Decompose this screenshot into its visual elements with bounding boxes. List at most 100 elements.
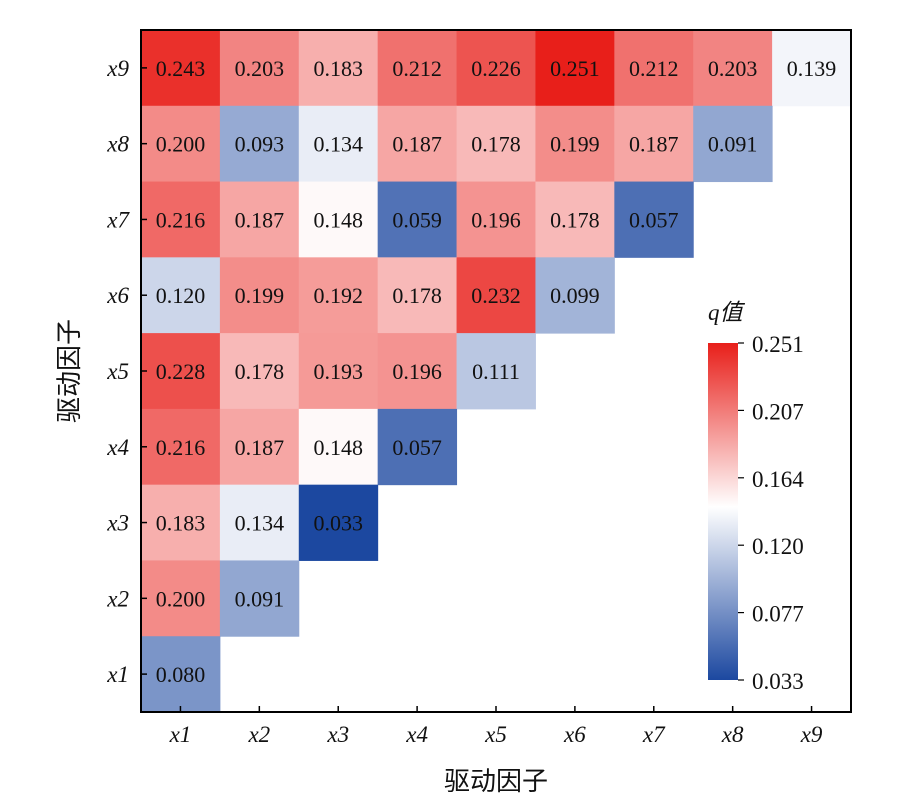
heatmap-cell-x4-x4 — [377, 408, 458, 486]
cell-value-label: 0.059 — [392, 207, 442, 232]
y-tick-label: x9 — [106, 56, 129, 81]
cell-value-label: 0.099 — [550, 283, 600, 308]
heatmap-cell-x7-x5 — [456, 181, 536, 258]
x-tick-label: x7 — [642, 722, 666, 747]
x-axis-title: 驱动因子 — [444, 767, 548, 796]
y-axis-title: 驱动因子 — [55, 319, 84, 423]
heatmap-cell-x1-x1 — [141, 636, 221, 713]
y-tick-label: x6 — [106, 283, 129, 308]
heatmap-cell-x6-x2 — [219, 257, 300, 334]
colorbar-tick-label: 0.251 — [752, 332, 804, 357]
cell-value-label: 0.139 — [787, 56, 837, 81]
heatmap-cell-x6-x4 — [377, 257, 458, 334]
x-tick-label: x9 — [800, 722, 823, 747]
x-tick-label: x1 — [169, 722, 192, 747]
cell-value-label: 0.187 — [235, 207, 285, 232]
heatmap-cell-x9-x1 — [141, 30, 221, 107]
cell-value-label: 0.193 — [313, 359, 363, 384]
cell-value-label: 0.192 — [313, 283, 363, 308]
heatmap-cell-x9-x4 — [377, 30, 458, 107]
x-tick-label: x6 — [563, 722, 586, 747]
cell-value-label: 0.187 — [392, 132, 442, 157]
x-tick-label: x4 — [405, 722, 428, 747]
heatmap-cell-x7-x3 — [298, 181, 379, 258]
heatmap-cell-x7-x1 — [141, 181, 221, 258]
heatmap-cell-x9-x6 — [535, 30, 615, 107]
x-tick-label: x5 — [484, 722, 507, 747]
cell-value-label: 0.196 — [392, 359, 442, 384]
cell-value-label: 0.148 — [313, 435, 363, 460]
heatmap-cell-x6-x1 — [141, 257, 221, 334]
heatmap-cell-x7-x7 — [614, 181, 694, 258]
cell-value-label: 0.178 — [550, 207, 600, 232]
heatmap-cell-x7-x6 — [535, 181, 615, 258]
cell-value-label: 0.178 — [235, 359, 285, 384]
heatmap-cell-x8-x2 — [219, 105, 300, 183]
cell-value-label: 0.212 — [629, 56, 679, 81]
heatmap-cell-x3-x1 — [141, 484, 221, 561]
heatmap-cell-x6-x3 — [298, 257, 379, 334]
cell-value-label: 0.148 — [313, 207, 363, 232]
cell-value-label: 0.183 — [156, 511, 206, 536]
x-tick-label: x3 — [326, 722, 349, 747]
heatmap-cell-x8-x6 — [535, 105, 615, 183]
x-tick-label: x8 — [721, 722, 744, 747]
heatmap-cell-x8-x3 — [298, 105, 379, 183]
cell-value-label: 0.203 — [235, 56, 285, 81]
heatmap-cell-x5-x1 — [141, 333, 221, 410]
heatmap-cell-x5-x2 — [219, 333, 300, 410]
cell-value-label: 0.251 — [550, 56, 600, 81]
colorbar-tick-label: 0.164 — [752, 467, 804, 492]
cell-value-label: 0.033 — [313, 511, 363, 536]
cell-value-label: 0.093 — [235, 132, 285, 157]
cell-value-label: 0.134 — [313, 132, 363, 157]
heatmap-cell-x4-x2 — [219, 408, 300, 486]
heatmap-cell-x5-x4 — [377, 333, 458, 410]
cell-value-label: 0.134 — [235, 511, 285, 536]
cell-value-label: 0.212 — [392, 56, 442, 81]
colorbar-tick-label: 0.207 — [752, 399, 804, 424]
colorbar-tick-label: 0.077 — [752, 602, 804, 627]
heatmap-cell-x9-x3 — [298, 30, 379, 107]
heatmap-cell-x5-x5 — [456, 333, 536, 410]
cell-value-label: 0.183 — [313, 56, 363, 81]
heatmap-cell-x9-x7 — [614, 30, 694, 107]
cell-value-label: 0.203 — [708, 56, 758, 81]
cell-value-label: 0.228 — [156, 359, 206, 384]
y-tick-label: x2 — [106, 586, 129, 611]
y-tick-label: x4 — [106, 435, 129, 460]
cell-value-label: 0.243 — [156, 56, 206, 81]
cell-value-label: 0.057 — [629, 207, 679, 232]
heatmap-cells: 0.243 0.203 0.183 0.212 0.226 0.251 0.212 0.203… — [141, 30, 852, 713]
heatmap-cell-x9-x8 — [693, 30, 773, 107]
colorbar-gradient — [708, 343, 738, 680]
cell-value-label: 0.199 — [550, 132, 600, 157]
y-tick-label: x7 — [106, 207, 130, 232]
heatmap-cell-x8-x7 — [614, 105, 694, 183]
colorbar: q值 0.251 0.207 0.164 0.120 0.077 0.033 — [708, 300, 804, 694]
heatmap-cell-x4-x3 — [298, 408, 379, 486]
heatmap-cell-x3-x3 — [298, 484, 379, 561]
cell-value-label: 0.057 — [392, 435, 442, 460]
heatmap-cell-x5-x3 — [298, 333, 379, 410]
heatmap-cell-x7-x4 — [377, 181, 458, 258]
colorbar-title: q值 — [708, 300, 746, 325]
heatmap-cell-x8-x4 — [377, 105, 458, 183]
colorbar-tick-label: 0.033 — [752, 669, 804, 694]
cell-value-label: 0.091 — [708, 132, 758, 157]
cell-value-label: 0.187 — [235, 435, 285, 460]
heatmap-cell-x8-x5 — [456, 105, 536, 183]
y-tick-label: x5 — [106, 359, 129, 384]
heatmap-cell-x3-x2 — [219, 484, 300, 561]
heatmap-cell-x4-x1 — [141, 408, 221, 486]
axis-ticks: x1 x2 x3 x4 x5 x6 x7 x8 x9 x9 x8 x7 x6 x5 x4 x3 x2 x1 — [106, 56, 823, 747]
cell-value-label: 0.199 — [235, 283, 285, 308]
y-tick-label: x3 — [106, 511, 129, 536]
cell-value-label: 0.226 — [471, 56, 521, 81]
heatmap-cell-x8-x1 — [141, 105, 221, 183]
x-tick-label: x2 — [247, 722, 270, 747]
heatmap-cell-x2-x1 — [141, 560, 221, 637]
y-tick-label: x8 — [106, 132, 129, 157]
heatmap-cell-x9-x9 — [772, 30, 852, 107]
cell-value-label: 0.216 — [156, 435, 206, 460]
